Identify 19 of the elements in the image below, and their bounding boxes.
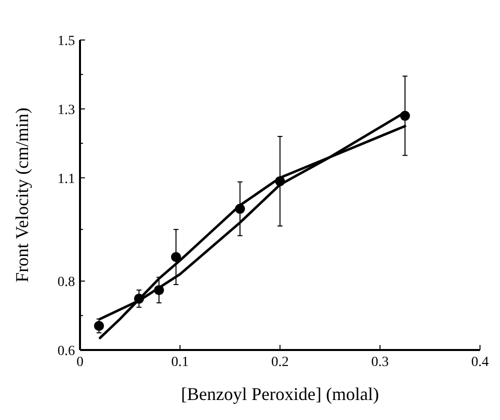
point	[94, 320, 104, 331]
y-tick-label: 0.6	[58, 344, 75, 359]
x-tick-label: 0.2	[271, 355, 289, 370]
x-tick-label: 0.1	[171, 355, 189, 370]
point	[275, 176, 285, 186]
point	[154, 285, 164, 296]
y-tick-label: 1.5	[58, 34, 75, 49]
y-tick-label: 0.8	[58, 275, 75, 290]
y-tick-label: 1.3	[58, 102, 75, 118]
y-axis-title: Front Velocity (cm/min)	[12, 108, 32, 282]
x-tick-label: 0.3	[371, 355, 389, 370]
x-tick-label: 0.4	[471, 355, 489, 370]
point	[400, 110, 410, 121]
point	[235, 204, 245, 214]
point	[171, 252, 181, 262]
y-tick-label: 1.1	[58, 172, 75, 187]
x-axis-title: [Benzoyl Peroxide] (molal)	[181, 384, 379, 404]
x-tick-label: 0	[76, 355, 84, 370]
point	[134, 294, 144, 304]
